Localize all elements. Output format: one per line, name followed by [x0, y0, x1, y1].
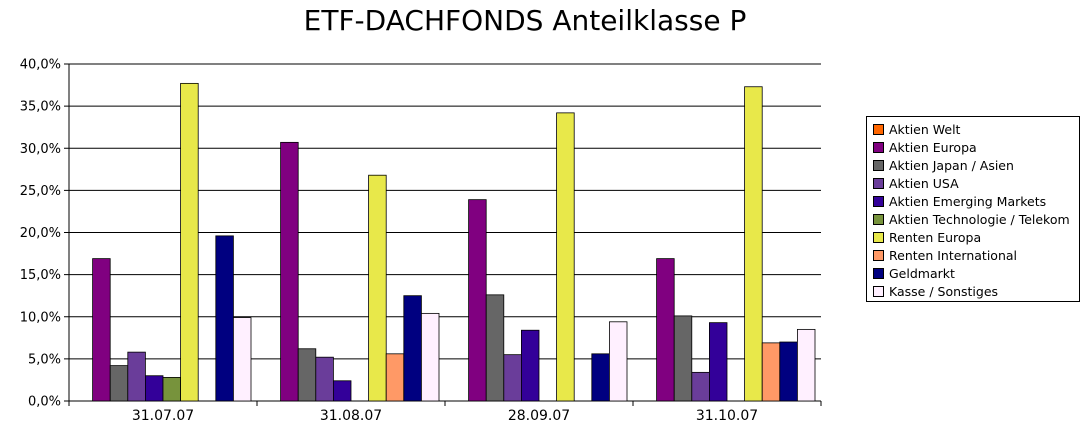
bar — [297, 348, 317, 402]
bar — [92, 258, 111, 402]
legend-item: Aktien Welt — [873, 120, 1079, 138]
y-tick-label: 30,0% — [20, 142, 61, 157]
legend-swatch — [873, 177, 884, 189]
bar — [468, 199, 487, 402]
legend-swatch — [873, 141, 884, 153]
bar — [232, 317, 252, 402]
bar — [403, 295, 422, 402]
bar — [797, 328, 816, 402]
legend-item: Aktien Technologie / Telekom — [873, 210, 1079, 228]
legend-swatch — [873, 123, 884, 135]
bar — [503, 354, 522, 402]
legend-swatch — [873, 267, 884, 279]
y-tick-label: 35,0% — [20, 100, 61, 115]
legend-item: Aktien Japan / Asien — [873, 156, 1079, 174]
legend: Aktien Welt Aktien Europa Aktien Japan / A… — [866, 116, 1080, 302]
legend-label: Aktien Technologie / Telekom — [889, 211, 1070, 227]
legend-label: Renten International — [889, 247, 1018, 263]
legend-item: Renten International — [873, 246, 1079, 264]
y-tick-label: 5,0% — [28, 352, 61, 367]
bar — [779, 341, 798, 402]
legend-item: Kasse / Sonstiges — [873, 282, 1079, 300]
x-tick-label: 28.09.07 — [508, 408, 570, 424]
legend-label: Renten Europa — [889, 229, 982, 245]
bar — [709, 322, 728, 402]
bar — [485, 294, 505, 402]
bar — [556, 112, 575, 402]
legend-swatch — [873, 249, 884, 261]
legend-item: Renten Europa — [873, 228, 1079, 246]
bar — [385, 353, 405, 402]
bar — [691, 371, 710, 402]
legend-item: Geldmarkt — [873, 264, 1079, 282]
legend-item: Aktien Emerging Markets — [873, 192, 1079, 210]
legend-swatch — [873, 231, 884, 243]
bar — [609, 321, 628, 402]
bar — [127, 351, 146, 402]
bar — [591, 353, 610, 402]
legend-swatch — [873, 285, 884, 297]
y-tick-label: 10,0% — [20, 310, 61, 325]
bar — [420, 312, 440, 402]
legend-swatch — [873, 195, 884, 207]
y-tick-label: 20,0% — [20, 226, 61, 241]
x-tick-label: 31.07.07 — [132, 408, 194, 424]
legend-swatch — [873, 159, 884, 171]
legend-swatch — [873, 213, 884, 225]
y-tick-label: 25,0% — [20, 184, 61, 199]
legend-label: Aktien Emerging Markets — [889, 193, 1047, 209]
bar — [280, 141, 299, 402]
bar — [332, 380, 352, 402]
y-tick-label: 0,0% — [28, 395, 61, 410]
bar — [368, 174, 387, 402]
x-tick-label: 31.10.07 — [696, 408, 758, 424]
bar — [761, 342, 781, 402]
legend-label: Aktien USA — [889, 175, 959, 191]
bar — [315, 356, 334, 402]
bar — [673, 315, 693, 402]
bar — [215, 235, 234, 402]
x-tick-label: 31.08.07 — [320, 408, 382, 424]
bar — [144, 375, 164, 402]
bar — [180, 82, 199, 402]
y-tick-label: 40,0% — [20, 58, 61, 73]
y-tick-label: 15,0% — [20, 268, 61, 283]
chart-title: ETF-DACHFONDS Anteilklasse P — [303, 4, 747, 37]
legend-label: Kasse / Sonstiges — [889, 283, 999, 299]
bar — [162, 377, 182, 402]
bar — [109, 365, 129, 402]
bar — [656, 258, 675, 402]
bar — [744, 86, 763, 402]
legend-label: Aktien Europa — [889, 139, 977, 155]
legend-label: Aktien Japan / Asien — [889, 157, 1014, 173]
legend-item: Aktien Europa — [873, 138, 1079, 156]
bar — [521, 329, 540, 402]
legend-item: Aktien USA — [873, 174, 1079, 192]
legend-label: Geldmarkt — [889, 265, 955, 281]
legend-label: Aktien Welt — [889, 121, 961, 137]
